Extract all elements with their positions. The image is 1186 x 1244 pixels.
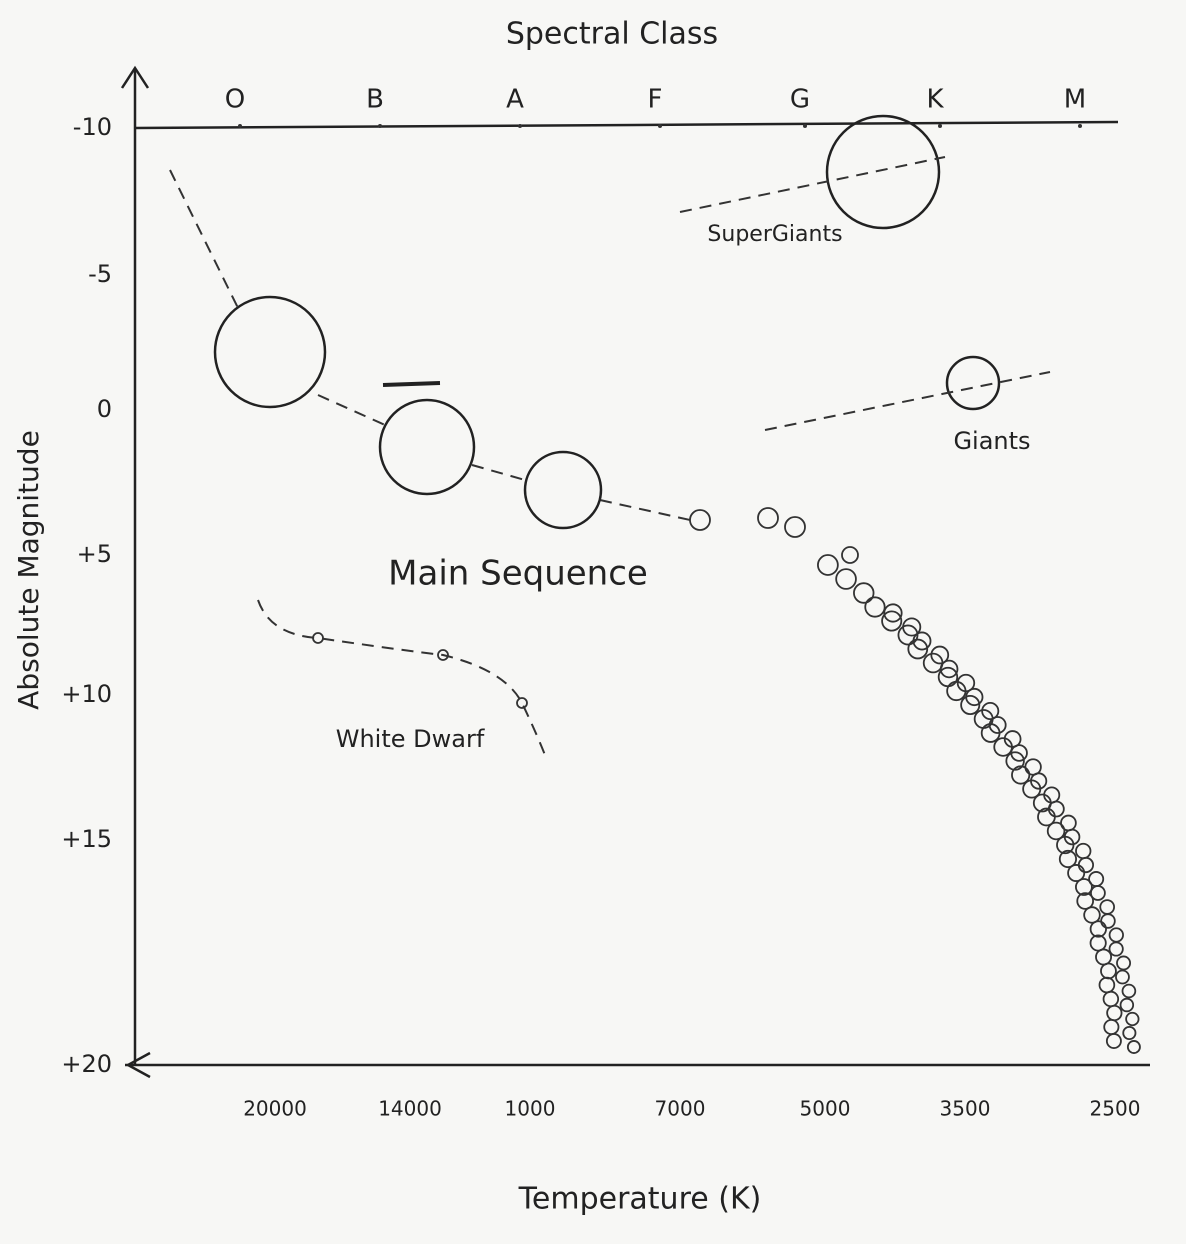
small-star: [689, 509, 711, 531]
small-star: [1011, 765, 1031, 785]
supergiants-label: SuperGiants: [707, 222, 842, 247]
spectral-class: B: [366, 85, 384, 115]
top-axis: [134, 120, 1119, 130]
small-star: [1126, 1040, 1141, 1054]
x-tick-label: 7000: [655, 1097, 706, 1121]
small-star: [817, 554, 839, 576]
small-star: [757, 507, 779, 529]
spectral-class: K: [926, 85, 944, 115]
small-star: [1089, 920, 1107, 938]
class-tick: [938, 124, 942, 128]
main-sequence-star: [523, 450, 603, 530]
y-tick-label: -10: [73, 113, 112, 141]
y-tick-label: +15: [61, 825, 112, 853]
spectral-class: F: [648, 85, 663, 115]
mark: [382, 381, 441, 387]
small-star: [1037, 807, 1056, 827]
small-star: [1058, 849, 1078, 869]
class-tick: [518, 124, 522, 128]
main-sequence-star: [378, 398, 476, 496]
white-dwarf-line: [257, 599, 546, 756]
y-tick-label: +10: [61, 680, 112, 708]
small-star: [1076, 892, 1094, 910]
x-tick-label: 2500: [1090, 1097, 1141, 1121]
small-star: [1108, 941, 1124, 957]
small-star: [1122, 1025, 1137, 1041]
small-star: [1067, 864, 1086, 882]
supergiant-line: [679, 156, 946, 213]
small-star: [864, 596, 886, 618]
spectral-class: A: [506, 85, 524, 115]
small-star: [1090, 885, 1106, 901]
spectral-class: O: [225, 85, 245, 115]
y-tick-label: +20: [61, 1050, 112, 1078]
y-tick-label: +5: [77, 540, 112, 568]
small-star: [1121, 983, 1137, 999]
small-star: [1056, 835, 1075, 855]
y-axis-arrow: [120, 65, 150, 89]
small-star: [1105, 1033, 1122, 1049]
small-star: [835, 568, 857, 590]
y-tick-label: -5: [88, 260, 112, 288]
main-sequence-stars: [689, 507, 1141, 1054]
small-star: [1116, 955, 1132, 971]
white-dwarf-star: [312, 632, 324, 644]
small-star: [1115, 969, 1130, 985]
white-dwarf-label: White Dwarf: [336, 725, 485, 753]
white-dwarf-star: [516, 697, 528, 709]
small-star: [784, 516, 806, 538]
small-star: [1075, 878, 1093, 896]
y-tick-label: 0: [97, 395, 112, 423]
x-tick-label: 1000: [505, 1097, 556, 1121]
giant-star: [945, 355, 1001, 411]
main-sequence-label: Main Sequence: [388, 554, 648, 594]
class-tick: [803, 124, 807, 128]
y-axis-label: Absolute Magnitude: [12, 430, 45, 710]
small-star: [946, 680, 967, 702]
small-star: [1125, 1011, 1140, 1027]
small-star: [1119, 997, 1135, 1013]
giants-label: Giants: [953, 427, 1030, 455]
small-star: [883, 603, 903, 623]
small-star: [1083, 906, 1101, 924]
small-star: [960, 694, 981, 716]
x-tick-label: 3500: [940, 1097, 991, 1121]
small-star: [1046, 821, 1066, 841]
small-star: [993, 737, 1013, 757]
title: Spectral Class: [506, 17, 718, 52]
class-tick: [238, 124, 242, 128]
small-star: [939, 659, 959, 679]
x-axis-label: Temperature (K): [518, 1182, 762, 1217]
x-tick-label: 20000: [243, 1097, 307, 1121]
small-star: [881, 610, 903, 632]
white-dwarf-star: [437, 649, 449, 661]
small-star: [1005, 751, 1025, 771]
small-star: [930, 645, 950, 665]
main-sequence-star: [213, 295, 327, 409]
x-tick-label: 5000: [800, 1097, 851, 1121]
small-star: [1022, 779, 1042, 799]
giant-line: [764, 371, 1051, 431]
small-star: [841, 546, 859, 564]
spectral-class: G: [790, 85, 810, 115]
supergiant-star: [825, 114, 941, 230]
small-star: [980, 723, 1001, 743]
small-star: [897, 624, 919, 646]
spectral-class: M: [1064, 85, 1086, 115]
class-tick: [658, 124, 662, 128]
x-tick-label: 14000: [378, 1097, 442, 1121]
labels: O B A F G K M -10 -5 0 +5 +10 +15 +20 20000 14000 1000 70…: [61, 85, 1140, 1121]
class-tick: [378, 124, 382, 128]
x-axis-arrow: [125, 1051, 151, 1079]
class-tick: [1078, 124, 1082, 128]
small-star: [907, 638, 929, 660]
small-star: [853, 582, 875, 604]
